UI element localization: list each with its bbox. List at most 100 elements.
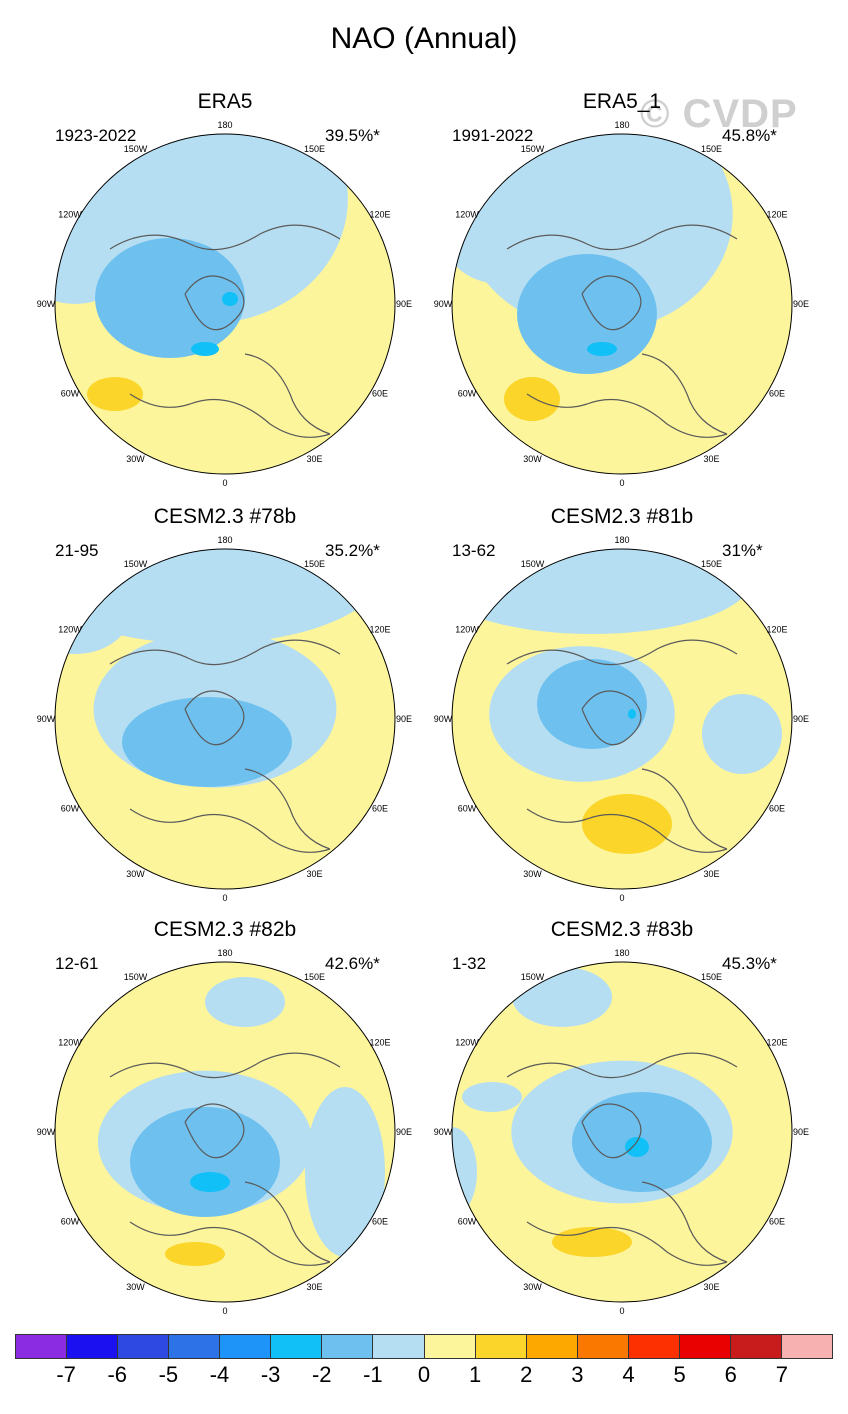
longitude-label: 90E [793, 299, 809, 309]
longitude-label: 90E [396, 714, 412, 724]
anomaly-region-neg1 [55, 574, 130, 654]
longitude-label: 90W [37, 299, 56, 309]
colorbar-tick-label: -6 [107, 1362, 128, 1387]
colorbar-cell [628, 1335, 680, 1358]
colorbar-tick-label: 0 [417, 1362, 431, 1387]
panel-title: ERA5_1 [582, 90, 662, 113]
coastline [109, 1052, 341, 1079]
coastline [641, 1181, 728, 1263]
colorbar-tick-label: -1 [363, 1362, 383, 1387]
map-boundary [451, 133, 793, 475]
colorbar-tick-label: 1 [469, 1362, 482, 1387]
coastline [109, 639, 341, 666]
coastline [244, 768, 331, 850]
longitude-label: 60W [458, 1217, 477, 1227]
coastline [506, 1052, 738, 1079]
longitude-label: 150E [701, 144, 722, 154]
colorbar-tick-label: -4 [209, 1362, 230, 1387]
colorbar-tick-label: 2 [520, 1362, 533, 1387]
anomaly-region-neg3 [190, 1172, 230, 1192]
colorbar-cell [16, 1335, 68, 1358]
colorbar-tick-label: -7 [56, 1362, 76, 1387]
polar-map: 180 150E 120E 90E 60E 30E 0 30W 60W 90W 120W 150W [37, 120, 412, 488]
colorbar-cell [67, 1335, 119, 1358]
panel-variance-percent: 39.5%* [325, 126, 380, 145]
colorbar [15, 1334, 833, 1359]
colorbar-cell [220, 1335, 272, 1358]
colorbar-cell [118, 1335, 170, 1358]
longitude-label: 60W [61, 1217, 80, 1227]
coastline [129, 1221, 331, 1266]
colorbar-cell [475, 1335, 527, 1358]
anomaly-region-neg3 [587, 342, 617, 356]
longitude-label: 30E [703, 454, 719, 464]
longitude-label: 150E [304, 972, 325, 982]
coastline [129, 393, 331, 438]
longitude-label: 60E [372, 804, 388, 814]
panel-title: CESM2.3 #82b [153, 918, 297, 941]
polar-map: 180 150E 120E 90E 60E 30E 0 30W 60W 90W 120W 150W [434, 120, 809, 488]
anomaly-region-neg1 [305, 1087, 385, 1257]
longitude-label: 120W [455, 625, 479, 635]
longitude-label: 120W [58, 1038, 82, 1048]
longitude-label: 180 [217, 120, 232, 130]
longitude-label: 60E [769, 389, 785, 399]
panel-title: CESM2.3 #83b [550, 918, 694, 941]
longitude-label: 30W [523, 1282, 542, 1292]
figure-title: NAO (Annual) [330, 22, 518, 55]
longitude-label: 120E [767, 1038, 788, 1048]
colorbar-cell [271, 1335, 323, 1358]
longitude-label: 30W [523, 869, 542, 879]
colorbar-cell [169, 1335, 221, 1358]
coastline [641, 768, 728, 850]
longitude-label: 120W [455, 1038, 479, 1048]
panel-years: 1923-2022 [55, 126, 137, 145]
polar-map: 180 150E 120E 90E 60E 30E 0 30W 60W 90W 120W 150W [434, 948, 809, 1316]
longitude-label: 90W [434, 299, 453, 309]
anomaly-region-neg3 [628, 709, 636, 719]
coastline [129, 808, 331, 853]
panel-variance-percent: 42.6%* [325, 954, 380, 973]
colorbar-tick-label: 5 [673, 1362, 686, 1387]
anomaly-region-neg3 [625, 1137, 649, 1157]
map-panel: CESM2.3 #82b 12-61 42.6%* 180 150E 120E 90E 60E… [37, 918, 445, 1338]
longitude-label: 30W [126, 454, 145, 464]
longitude-label: 0 [222, 478, 227, 488]
panel-title: CESM2.3 #81b [550, 505, 694, 528]
panel-years: 1991-2022 [452, 126, 534, 145]
panel-years: 1-32 [452, 954, 487, 973]
coastline [641, 353, 728, 435]
coastline [244, 1181, 331, 1263]
panel-variance-percent: 45.3%* [722, 954, 777, 973]
coastline [244, 353, 331, 435]
panel-title: ERA5 [197, 90, 253, 113]
longitude-label: 120E [370, 625, 391, 635]
panel-variance-percent: 45.8%* [722, 126, 777, 145]
anomaly-region-neg3 [191, 342, 219, 356]
longitude-label: 30W [126, 869, 145, 879]
panel-years: 12-61 [55, 954, 99, 973]
longitude-label: 180 [217, 948, 232, 958]
panel-years: 21-95 [55, 541, 99, 560]
map-panel: CESM2.3 #78b 21-95 35.2%* 180 150E 120E 90E 60E… [37, 505, 445, 925]
anomaly-region-neg1 [462, 1082, 522, 1112]
longitude-label: 90E [396, 1127, 412, 1137]
longitude-label: 180 [614, 948, 629, 958]
coastline [581, 1103, 642, 1159]
longitude-label: 150E [701, 559, 722, 569]
longitude-label: 60W [61, 804, 80, 814]
longitude-label: 90W [434, 1127, 453, 1137]
longitude-label: 60E [769, 804, 785, 814]
longitude-label: 150W [124, 559, 148, 569]
longitude-label: 120E [767, 210, 788, 220]
colorbar-labels: -7 -6 -5 -4 -3 -2 -1 0 1 2 3 4 5 6 7 [0, 1362, 848, 1392]
colorbar-tick-label: -2 [311, 1362, 332, 1387]
anomaly-region-neg1 [702, 694, 782, 774]
longitude-label: 30E [306, 1282, 322, 1292]
polar-map: 180 150E 120E 90E 60E 30E 0 30W 60W 90W 120W 150W [37, 948, 412, 1316]
anomaly-region-neg2 [537, 659, 647, 749]
longitude-label: 0 [619, 1306, 624, 1316]
colorbar-cell [373, 1335, 425, 1358]
coastline [526, 1221, 728, 1266]
coastline [184, 1103, 245, 1159]
